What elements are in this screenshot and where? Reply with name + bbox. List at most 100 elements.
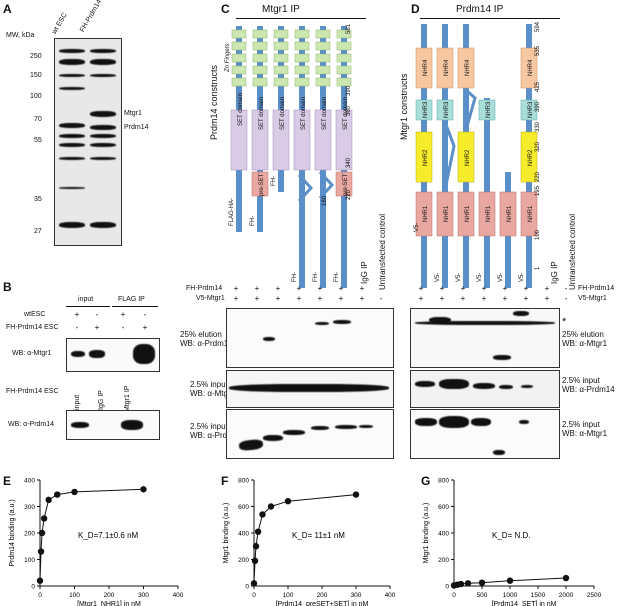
num-330: 330 <box>535 121 541 132</box>
svg-text:NHR1: NHR1 <box>486 205 492 222</box>
panel-a-blot <box>54 38 122 246</box>
x-tick-label: 500 <box>477 592 488 599</box>
data-point <box>254 528 262 535</box>
panel-b-blot-1 <box>66 338 160 372</box>
d-row2-sign: + <box>481 294 487 303</box>
c-blot3-label: 2.5% input WB: α-Prdm14 <box>190 422 243 440</box>
svg-text:NHR2: NHR2 <box>465 149 471 166</box>
svg-text:NHR3: NHR3 <box>423 101 429 118</box>
chart-e: 0 100 200 300 400 0 100 200 300 400 [Mtgr1_NHR1] i… <box>9 478 184 606</box>
b-wt-sign: - <box>143 310 147 319</box>
data-point <box>54 491 61 498</box>
chart-g: 0 500 1000 1500 2000 2500 0 200 400 600 800 [Prdm14… <box>423 478 602 606</box>
d-row2-sign: + <box>502 294 508 303</box>
tag-flag-ha: FLAG-HA- <box>229 197 235 226</box>
c-row1-sign: + <box>275 284 281 293</box>
svg-text:SET domain: SET domain <box>280 97 286 130</box>
panel-d-title: Prdm14 IP <box>456 4 504 15</box>
c-blot-2 <box>226 370 394 408</box>
num-594: 594 <box>535 21 541 32</box>
svg-text:NHR3: NHR3 <box>444 101 450 118</box>
panel-d-letter: D <box>411 2 420 16</box>
x-tick-label: 1000 <box>503 592 518 599</box>
svg-text:NHR4: NHR4 <box>528 59 534 76</box>
data-point <box>464 580 472 587</box>
svg-text:NHR4: NHR4 <box>465 59 471 76</box>
y-tick-label: 200 <box>238 557 249 564</box>
svg-text:NHR2: NHR2 <box>423 149 429 166</box>
tag-v5: V5- <box>498 272 504 282</box>
y-axis-label: Mtgr1 binding (a.u.) <box>223 503 230 564</box>
c-row1-label: FH-Prdm14 <box>186 285 223 292</box>
y-tick-label: 0 <box>31 584 35 591</box>
y-tick-label: 400 <box>438 531 449 538</box>
x-tick-label: 300 <box>138 592 149 599</box>
x-tick-label: 0 <box>38 592 42 599</box>
data-point <box>45 496 52 504</box>
c-untransfected: Untransfected control <box>378 213 387 290</box>
b-fh-sign: - <box>75 323 79 332</box>
tag-v5: V5- <box>414 222 420 232</box>
x-tick-label: 0 <box>452 592 456 599</box>
num-340: 340 <box>346 157 352 168</box>
svg-text:NHR1: NHR1 <box>465 205 471 222</box>
d-row2-sign: + <box>544 294 550 303</box>
d-row2-sign: - <box>564 294 568 303</box>
svg-text:Zn Fingers: Zn Fingers <box>225 43 231 73</box>
y-tick-label: 0 <box>445 584 449 591</box>
svg-text:SET domain: SET domain <box>259 97 265 130</box>
x-axis-label: [Mtgr1_NHR1] in nM <box>77 601 141 606</box>
d-blot-1 <box>410 308 560 368</box>
c-blot-3 <box>226 409 394 459</box>
panel-b-letter: B <box>3 280 12 294</box>
c-row1-sign: - <box>379 284 383 293</box>
num-1: 1 <box>535 266 541 270</box>
x-tick-label: 1500 <box>531 592 546 599</box>
c-row2-sign: + <box>275 294 281 303</box>
b-fh-sign: + <box>142 323 148 332</box>
data-point <box>250 580 258 587</box>
y-tick-label: 0 <box>245 584 249 591</box>
d-blot-2 <box>410 370 560 408</box>
data-point <box>251 557 259 565</box>
num-180: 180 <box>322 195 328 206</box>
chart-f: 0 100 200 300 400 0 200 400 600 800 [Prdm14_preSET… <box>223 478 396 606</box>
data-point <box>140 486 147 493</box>
data-point <box>252 543 260 550</box>
sub-lane-igg: IgG IP <box>98 390 105 410</box>
svg-text:SET domain: SET domain <box>238 93 244 126</box>
x-tick-label: 300 <box>351 592 362 599</box>
x-tick-label: 0 <box>252 592 256 599</box>
lane-label-fh: FH-Prdm14 ESC <box>79 0 112 34</box>
data-point <box>352 491 360 498</box>
num-220: 220 <box>346 189 352 200</box>
d-row1-sign: + <box>481 284 487 293</box>
data-point <box>284 498 292 505</box>
b-wt-sign: + <box>74 310 80 319</box>
x-tick-label: 100 <box>283 592 294 599</box>
c-row1-sign: + <box>254 284 260 293</box>
y-tick-label: 100 <box>24 557 35 564</box>
mw-label: MW, kDa <box>6 32 35 39</box>
data-point <box>457 580 465 588</box>
panel-c-title-line <box>236 18 366 19</box>
svg-text:NHR1: NHR1 <box>423 205 429 222</box>
d-blot2-label: 2.5% input WB: α-Prdm14 <box>562 376 615 394</box>
group-ip-line <box>112 306 158 307</box>
marker-55: 55 <box>34 137 42 144</box>
band-label-prdm14: Prdm14 <box>124 124 149 131</box>
x-tick-label: 400 <box>385 592 396 599</box>
b-fh-sign: + <box>94 323 100 332</box>
c-row2-label: V5-Mtgr1 <box>196 295 225 302</box>
svg-text:NHR4: NHR4 <box>423 59 429 76</box>
svg-text:NHR2: NHR2 <box>528 149 534 166</box>
tag-fh: FH- <box>271 176 277 186</box>
d-blot3-label: 2.5% input WB: α-Mtgr1 <box>562 420 608 438</box>
c-blot2-label: 2.5% input WB: α-Mtgr1 <box>190 380 236 398</box>
panel-a-letter: A <box>3 2 12 16</box>
c-row2-sign: + <box>317 294 323 303</box>
d-row2-sign: + <box>523 294 529 303</box>
num-561: 561 <box>346 23 352 34</box>
tag-fh: FH- <box>250 216 256 226</box>
x-axis-label: [Prdm14_preSET+SET] in nM <box>276 601 369 606</box>
